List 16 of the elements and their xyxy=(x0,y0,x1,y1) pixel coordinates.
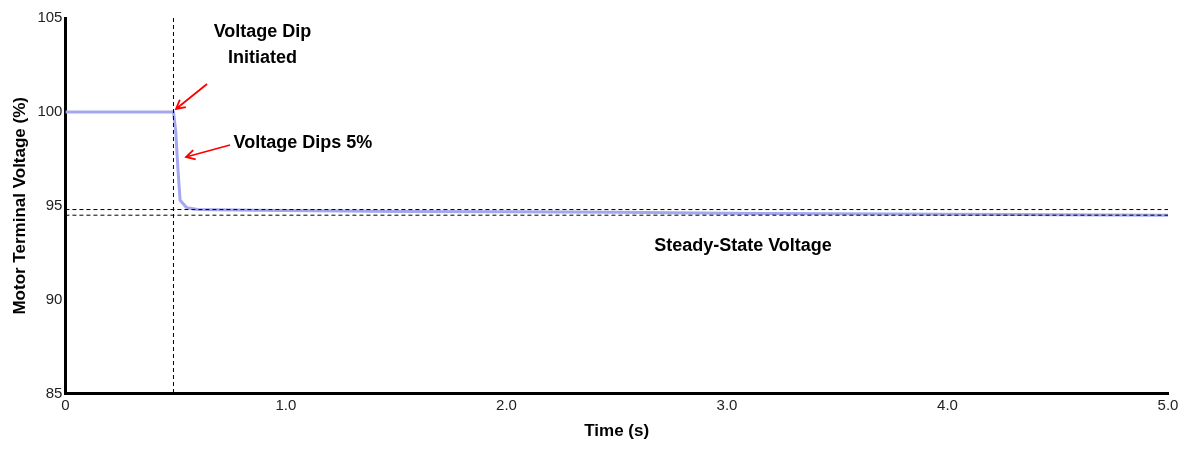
x-axis-title: Time (s) xyxy=(584,421,650,441)
annotation: Voltage Dip Initiated xyxy=(212,19,313,69)
x-tick-label: 1.0 xyxy=(275,395,297,413)
y-tick-label: 100 xyxy=(37,102,63,120)
x-tick-label: 3.0 xyxy=(716,395,738,413)
y-tick-label: 105 xyxy=(37,8,63,26)
annotation: Voltage Dips 5% xyxy=(233,130,373,154)
x-tick-label: 2.0 xyxy=(496,395,517,413)
x-tick-label: 5.0 xyxy=(1157,395,1179,413)
y-axis-title: Motor Terminal Voltage (%) xyxy=(9,97,29,315)
y-tick-label: 90 xyxy=(45,289,63,307)
x-tick-label: 4.0 xyxy=(937,395,958,413)
annotation: Steady-State Voltage xyxy=(653,234,833,258)
y-tick-label: 85 xyxy=(45,383,63,401)
y-tick-label: 95 xyxy=(45,195,63,213)
x-tick-label: 0 xyxy=(61,395,70,413)
